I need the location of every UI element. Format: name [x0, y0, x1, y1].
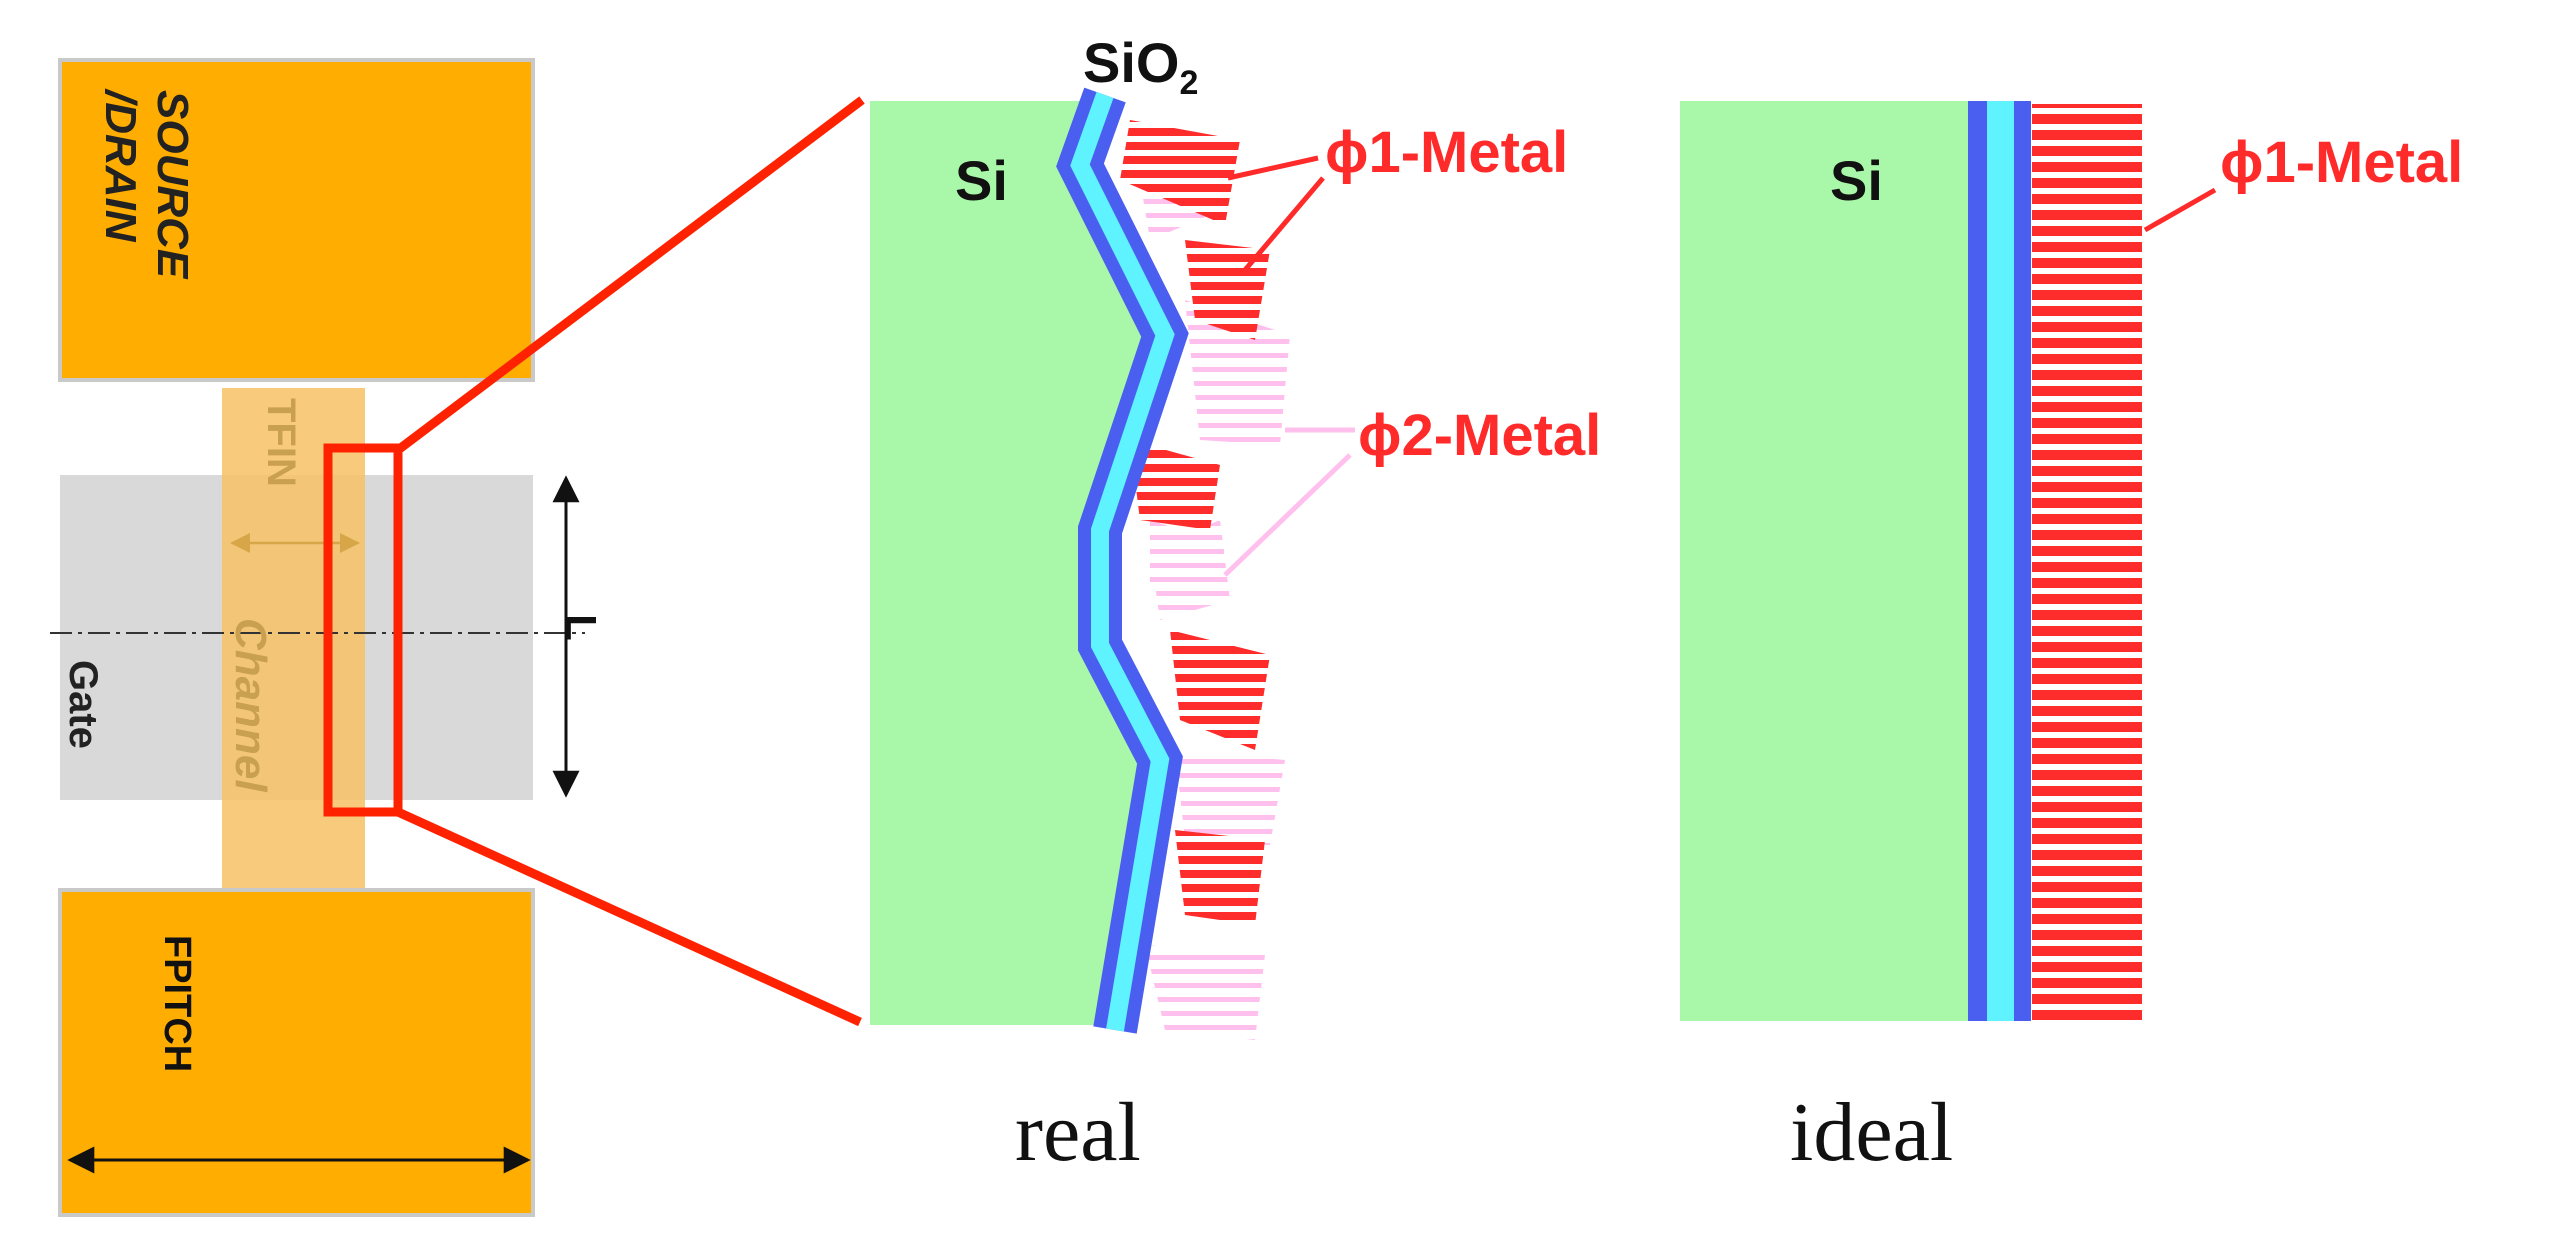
finfet-top-view: SOURCE /DRAIN TFIN Channel Gate L FPITCH — [50, 58, 605, 1217]
zoom-line-bottom — [396, 807, 862, 1027]
ideal-phi1-metal — [2032, 104, 2142, 1022]
gate-label: Gate — [61, 660, 105, 749]
phi2-leader-2 — [1223, 453, 1352, 577]
phi2-metal-grains — [1135, 150, 1290, 1040]
real-oxide-core — [1070, 91, 1175, 1032]
ideal-caption: ideal — [1790, 1086, 1953, 1179]
zoom-line-top — [395, 96, 865, 454]
source-drain-label-line2: /DRAIN — [96, 88, 145, 243]
source-drain-bottom — [58, 888, 535, 1217]
ideal-phi1-label: ϕ1-Metal — [2220, 130, 2463, 195]
real-silicon — [870, 101, 1160, 1025]
ideal-silicon — [1680, 101, 1970, 1021]
sio2-label-main: SiO — [1083, 31, 1179, 94]
fin-region — [222, 388, 365, 888]
phi1-leader-1 — [1227, 155, 1319, 181]
source-drain-label-line1: SOURCE — [148, 90, 197, 280]
real-phi2-label: ϕ2-Metal — [1358, 403, 1601, 468]
ideal-oxide-core — [1987, 101, 2014, 1021]
real-interface-panel: Si SiO2 ϕ1-Metal ϕ2-Metal real — [870, 31, 1601, 1179]
real-phi1-label: ϕ1-Metal — [1325, 120, 1568, 185]
ideal-si-label: Si — [1830, 149, 1883, 212]
phi1-leader-2 — [1243, 176, 1325, 272]
length-label: L — [556, 614, 605, 641]
tfin-label: TFIN — [259, 398, 303, 487]
channel-label: Channel — [226, 618, 275, 792]
source-drain-label: SOURCE /DRAIN — [96, 88, 197, 290]
ideal-oxide-right-edge — [2014, 101, 2031, 1021]
ideal-oxide-left-edge — [1968, 101, 1987, 1021]
source-drain-top — [58, 58, 535, 382]
ideal-interface-panel: Si ϕ1-Metal ideal — [1680, 101, 2463, 1179]
ideal-phi1-leader — [2143, 187, 2217, 233]
sio2-label-subscript: 2 — [1179, 64, 1198, 102]
real-si-label: Si — [955, 149, 1008, 212]
sio2-label: SiO2 — [1083, 31, 1198, 102]
real-caption: real — [1015, 1086, 1141, 1179]
fpitch-label: FPITCH — [156, 935, 198, 1072]
zoom-highlight-box — [323, 443, 403, 817]
